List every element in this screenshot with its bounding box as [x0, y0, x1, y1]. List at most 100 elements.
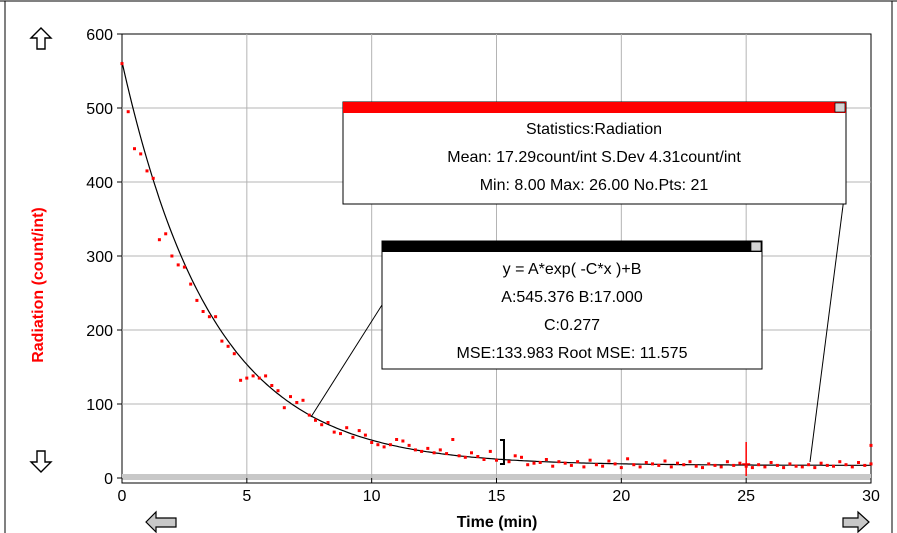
x-tick-label: 20	[612, 488, 630, 505]
y-tick-label: 300	[86, 249, 113, 266]
fit-equation: y = A*exp( -C*x )+B	[503, 261, 642, 278]
data-point	[613, 462, 617, 466]
data-point	[245, 376, 249, 380]
data-point	[782, 466, 786, 470]
data-point	[838, 460, 842, 464]
data-point	[863, 463, 867, 467]
right-arrow-icon[interactable]	[842, 510, 870, 533]
fit-mse: MSE:133.983 Root MSE: 11.575	[457, 345, 688, 362]
data-point	[189, 282, 193, 286]
statistics-box[interactable]: Statistics:Radiation Mean: 17.29count/in…	[342, 101, 847, 205]
data-point	[757, 463, 761, 467]
range-markers[interactable]	[499, 439, 751, 476]
data-point	[463, 455, 467, 459]
data-point	[644, 461, 648, 464]
data-point	[457, 454, 461, 458]
fit-parameters-ab: A:545.376 B:17.000	[501, 289, 643, 306]
data-point	[395, 438, 399, 441]
curve-fit-box[interactable]: y = A*exp( -C*x )+B A:545.376 B:17.000 C…	[381, 240, 763, 370]
data-point	[220, 339, 224, 343]
data-point	[388, 443, 392, 447]
y-axis-ticks: 0 100 200 300 400 500 600	[86, 27, 122, 488]
data-point	[426, 446, 430, 450]
data-point	[445, 452, 449, 456]
data-point	[663, 459, 667, 463]
data-point	[725, 460, 729, 464]
data-point	[232, 352, 236, 356]
data-point	[538, 461, 542, 464]
fit-range-marker[interactable]	[499, 439, 505, 465]
x-tick-label: 15	[488, 488, 506, 505]
down-arrow-icon[interactable]	[29, 450, 53, 473]
left-arrow-icon[interactable]	[145, 510, 177, 533]
data-point	[370, 441, 374, 444]
data-point	[133, 147, 136, 151]
data-point	[850, 465, 854, 469]
data-point	[264, 374, 268, 378]
data-point	[151, 176, 155, 180]
box-corner-icon[interactable]	[750, 241, 762, 252]
data-point	[825, 463, 829, 467]
data-point	[800, 465, 804, 469]
data-point	[807, 463, 811, 467]
data-point	[407, 443, 411, 447]
stats-box-leader-line	[809, 189, 846, 463]
x-tick-label: 0	[118, 488, 127, 505]
data-point	[857, 461, 860, 464]
curve-fit-box-title-bar[interactable]	[382, 241, 762, 252]
data-point	[301, 398, 305, 402]
data-point	[557, 460, 561, 464]
data-point	[869, 462, 873, 466]
data-point	[207, 315, 211, 319]
data-point	[314, 418, 317, 422]
data-point	[345, 426, 349, 430]
data-point	[295, 401, 299, 404]
data-point	[326, 421, 330, 424]
data-point	[594, 463, 598, 467]
data-point	[451, 438, 455, 441]
data-point	[507, 460, 511, 464]
data-point	[588, 458, 592, 462]
statistics-line-1: Mean: 17.29count/int S.Dev 4.31count/int	[447, 149, 741, 166]
data-point	[738, 461, 742, 465]
data-point	[420, 449, 424, 453]
up-arrow-icon[interactable]	[29, 27, 53, 50]
data-point	[750, 466, 754, 470]
box-corner-icon[interactable]	[834, 102, 846, 113]
data-point	[289, 395, 292, 399]
data-point	[569, 463, 573, 467]
data-point	[769, 461, 773, 464]
data-point	[282, 406, 286, 410]
data-point	[694, 464, 698, 468]
y-tick-label: 100	[86, 397, 113, 414]
data-point	[332, 430, 336, 434]
data-point	[251, 374, 255, 378]
data-point	[869, 443, 873, 447]
data-point	[257, 376, 261, 380]
fit-parameter-c: C:0.277	[544, 317, 600, 334]
data-point	[438, 448, 442, 452]
data-point	[170, 254, 174, 258]
data-point	[526, 463, 530, 467]
data-point	[707, 462, 711, 466]
data-point	[157, 238, 161, 242]
y-tick-label: 0	[104, 471, 113, 488]
statistics-line-2: Min: 8.00 Max: 26.00 No.Pts: 21	[480, 177, 709, 194]
data-point	[195, 298, 199, 302]
data-point	[339, 432, 342, 436]
data-point	[307, 413, 311, 417]
data-point	[476, 455, 480, 458]
data-point	[432, 451, 436, 455]
data-point	[551, 464, 555, 468]
data-point	[214, 315, 218, 319]
x-tick-label: 5	[242, 488, 251, 505]
data-point	[495, 458, 498, 462]
data-point	[601, 464, 605, 468]
data-point	[719, 465, 723, 469]
statistics-box-title-bar[interactable]	[343, 102, 846, 113]
data-point	[126, 110, 130, 114]
data-point	[626, 457, 630, 461]
data-point	[382, 445, 386, 449]
data-point	[470, 451, 473, 455]
data-point	[270, 384, 274, 387]
